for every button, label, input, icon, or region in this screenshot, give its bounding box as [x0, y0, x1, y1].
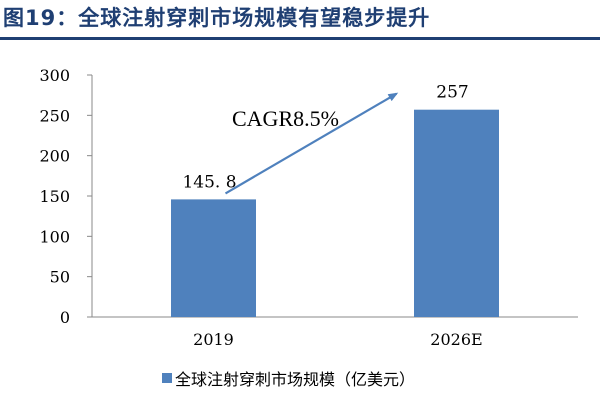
y-tick-label: 250: [39, 106, 70, 125]
x-tick-label: 2019: [193, 330, 234, 349]
y-tick-label: 200: [39, 147, 70, 166]
data-label: 145. 8: [182, 172, 236, 192]
x-axis-labels: 2019 2026E: [193, 330, 483, 349]
x-tick-label: 2026E: [430, 330, 482, 349]
data-labels: 145. 8 257: [182, 83, 468, 193]
y-tick-label: 150: [39, 187, 70, 206]
cagr-annotation: CAGR8.5%: [232, 106, 339, 131]
cagr-arrow: [224, 92, 399, 195]
y-tick-label: 0: [60, 308, 70, 327]
bars: [171, 109, 499, 317]
data-label: 257: [436, 83, 468, 103]
legend-swatch: [162, 373, 172, 383]
legend-label: 全球注射穿刺市场规模（亿美元）: [175, 370, 415, 389]
cagr-arrow-line: [224, 92, 399, 195]
y-tick-label: 100: [39, 227, 70, 246]
figure-title: 图19：全球注射穿刺市场规模有望稳步提升: [3, 6, 431, 30]
y-tick-label: 300: [39, 66, 70, 85]
legend: 全球注射穿刺市场规模（亿美元）: [162, 370, 415, 389]
bar: [171, 199, 256, 317]
y-tick-label: 50: [50, 268, 70, 287]
bar: [414, 109, 499, 317]
figure-header: 图19：全球注射穿刺市场规模有望稳步提升: [0, 0, 600, 40]
